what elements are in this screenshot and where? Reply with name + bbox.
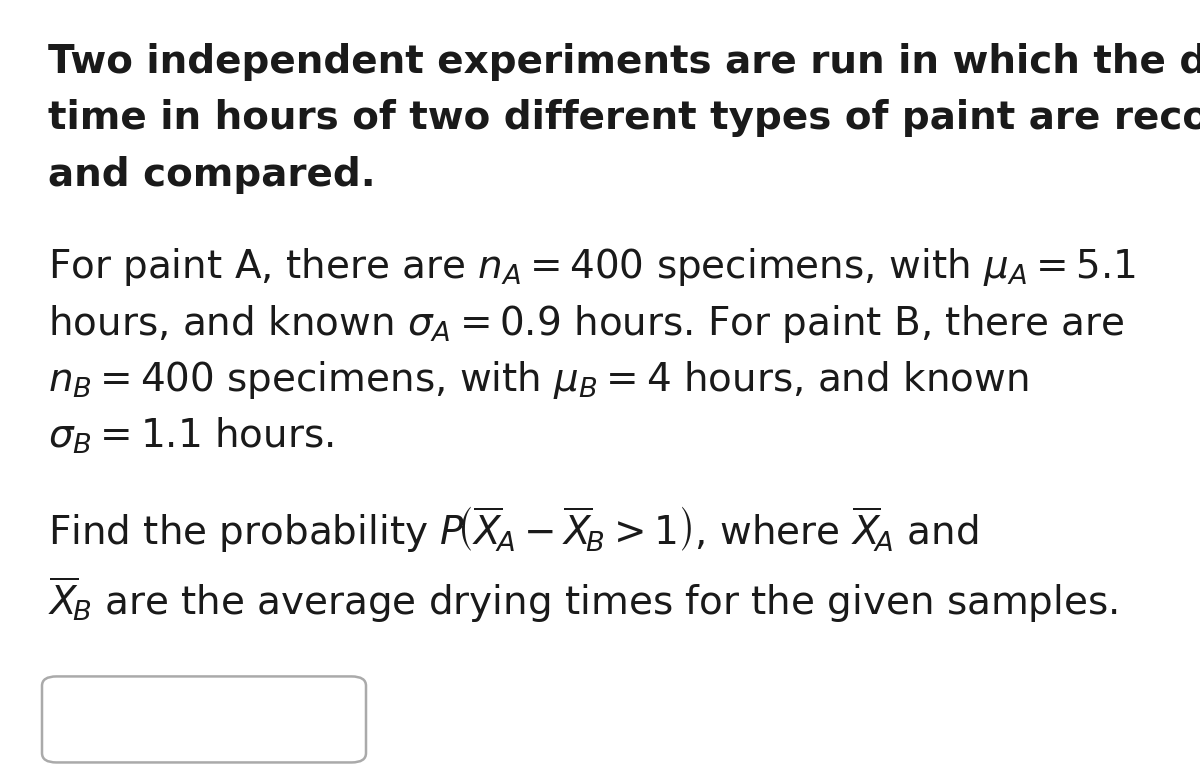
Text: $\overline{X}_{\!B}$ are the average drying times for the given samples.: $\overline{X}_{\!B}$ are the average dry… (48, 575, 1117, 626)
Text: Find the probability $P\!\left(\overline{X}_{\!A} - \overline{X}_{\!B} > 1\right: Find the probability $P\!\left(\overline… (48, 504, 978, 555)
Text: hours, and known $\sigma_A = 0.9$ hours. For paint B, there are: hours, and known $\sigma_A = 0.9$ hours.… (48, 303, 1124, 345)
Text: Two independent experiments are run in which the drying: Two independent experiments are run in w… (48, 43, 1200, 81)
FancyBboxPatch shape (42, 676, 366, 762)
Text: and compared.: and compared. (48, 156, 376, 194)
Text: $\sigma_B = 1.1$ hours.: $\sigma_B = 1.1$ hours. (48, 415, 334, 456)
Text: time in hours of two different types of paint are recorded: time in hours of two different types of … (48, 99, 1200, 138)
Text: For paint A, there are $n_A = 400$ specimens, with $\mu_A = 5.1$: For paint A, there are $n_A = 400$ speci… (48, 246, 1135, 289)
Text: $n_B = 400$ specimens, with $\mu_B = 4$ hours, and known: $n_B = 400$ specimens, with $\mu_B = 4$ … (48, 359, 1028, 401)
